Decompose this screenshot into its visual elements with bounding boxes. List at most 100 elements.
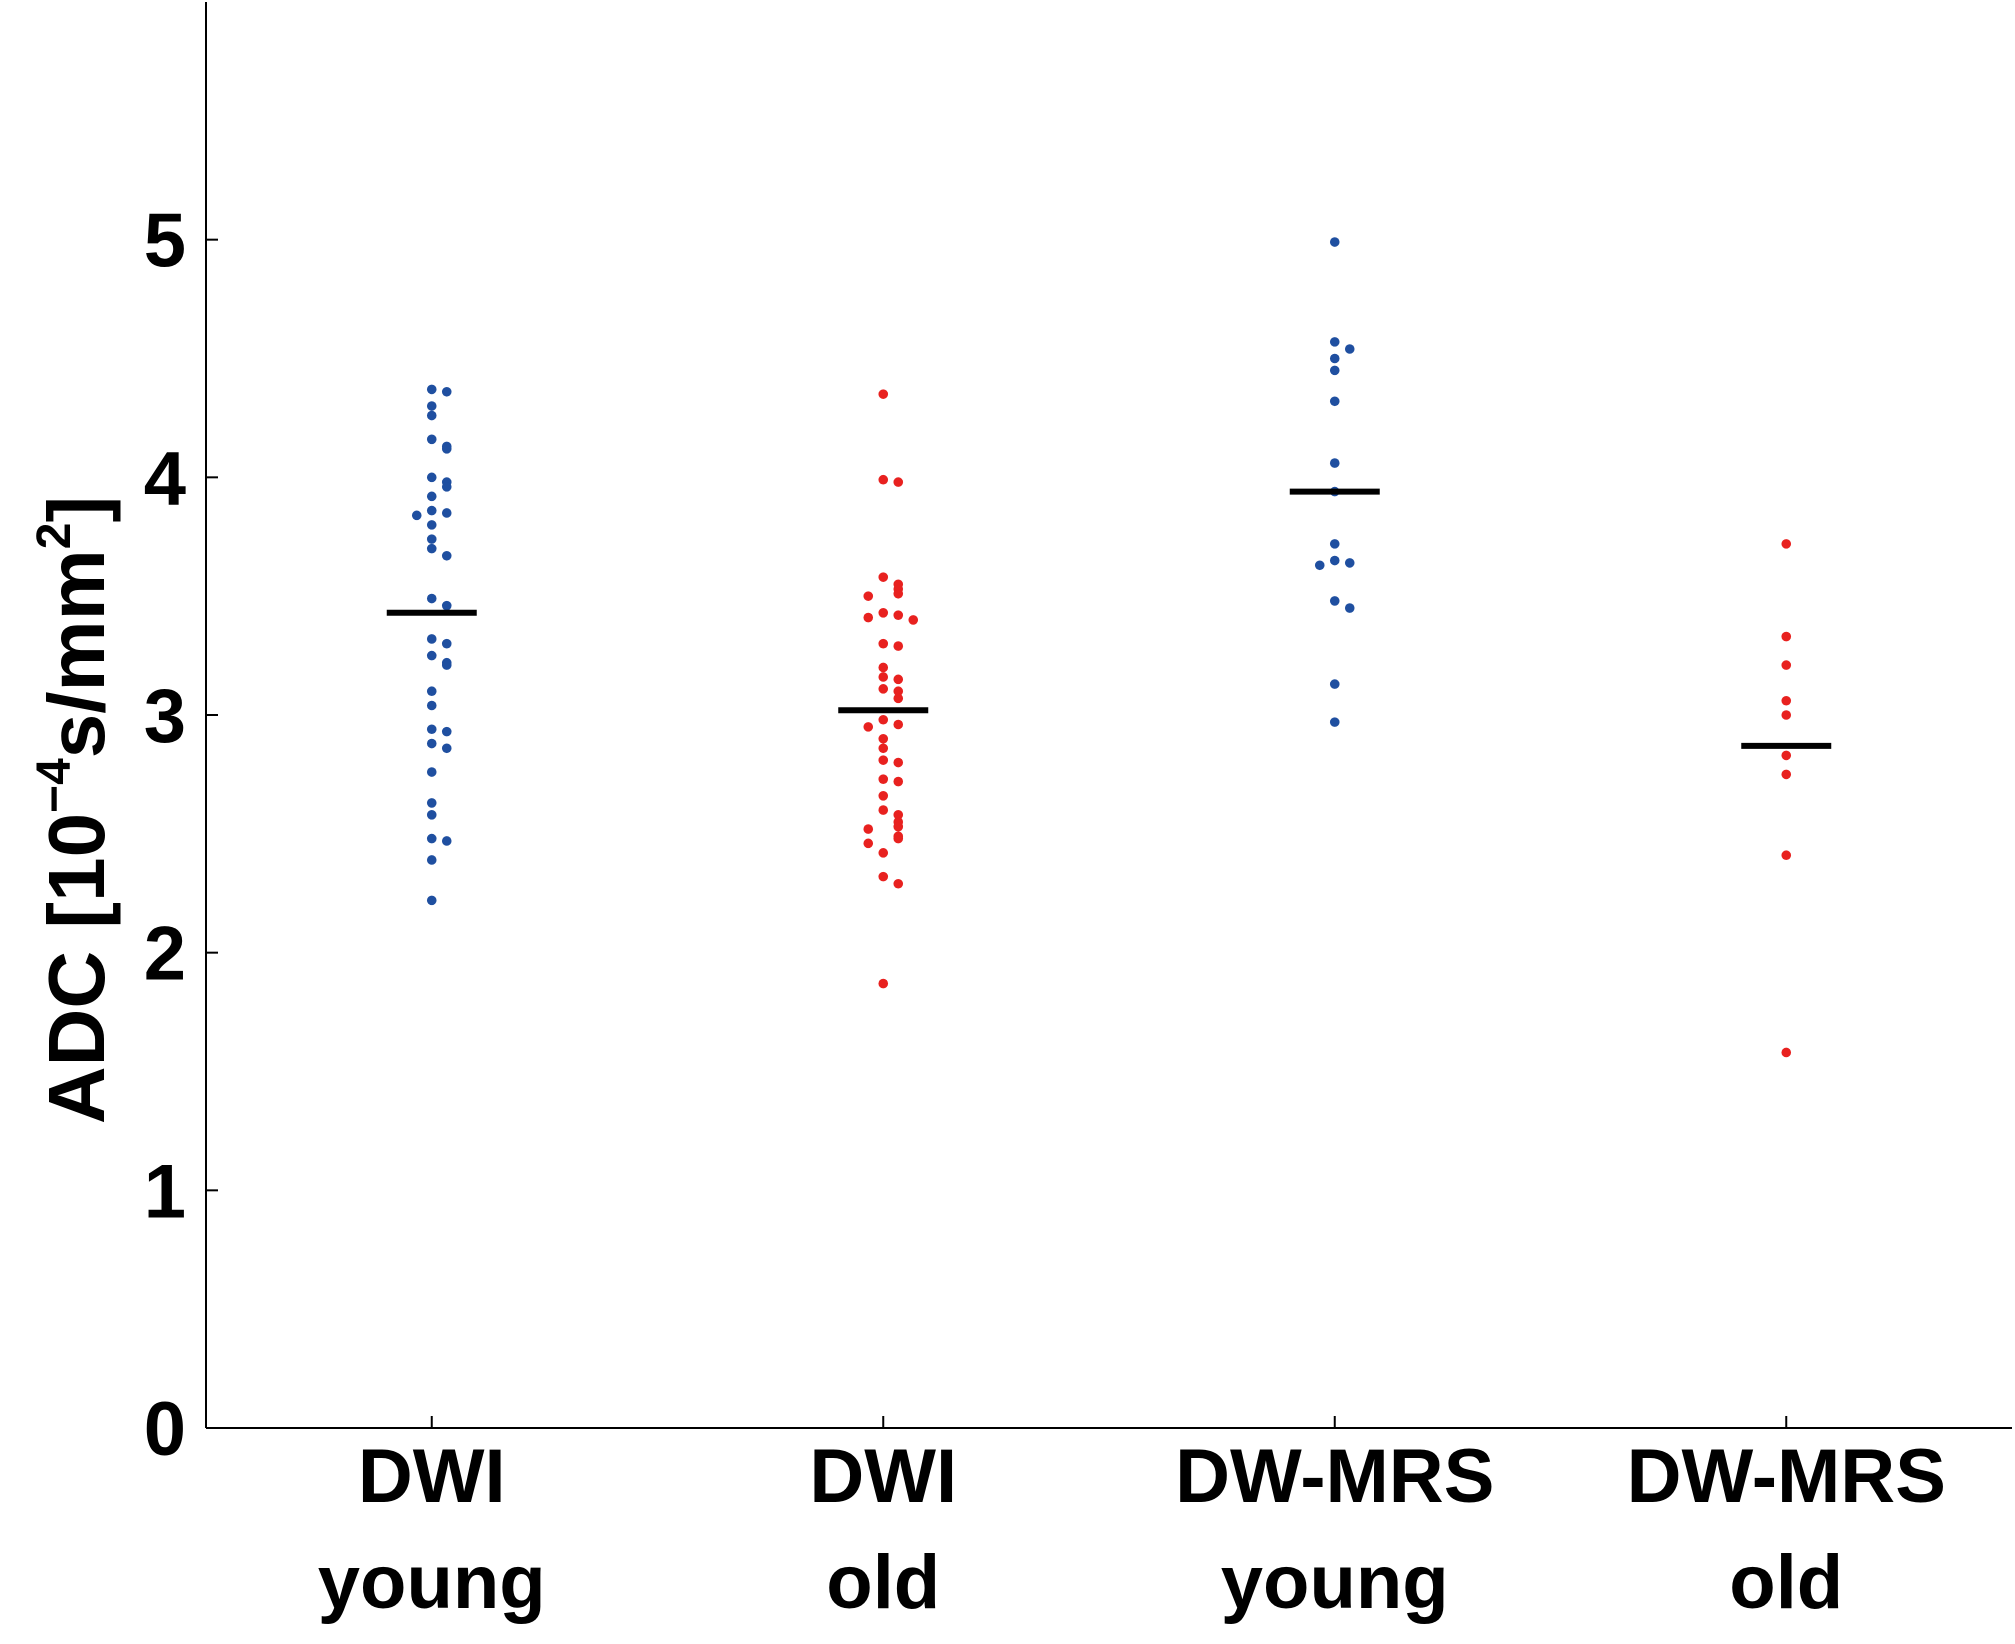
data-point — [1781, 850, 1792, 861]
y-ticks: 0 1 2 3 4 5 — [144, 199, 218, 1472]
data-point — [1329, 396, 1340, 407]
data-point — [426, 833, 437, 844]
data-point — [426, 686, 437, 697]
data-point — [1781, 1047, 1792, 1058]
data-point — [426, 767, 437, 777]
x-category-label-line2: young — [1221, 1540, 1449, 1625]
data-point — [893, 674, 904, 685]
data-point — [878, 774, 889, 784]
data-point — [441, 550, 452, 561]
y-tick-label: 0 — [144, 1387, 186, 1472]
data-point — [1329, 679, 1340, 689]
data-point — [441, 726, 452, 737]
data-point — [1781, 631, 1792, 642]
data-point — [426, 472, 437, 483]
data-point — [878, 755, 889, 765]
data-point — [411, 510, 422, 521]
data-point — [426, 543, 437, 554]
data-point — [1329, 717, 1340, 727]
data-point — [1781, 695, 1792, 706]
data-point — [1329, 596, 1340, 606]
data-point — [1781, 539, 1792, 549]
data-point — [441, 638, 452, 649]
data-point — [441, 482, 452, 492]
data-point — [1781, 660, 1792, 670]
data-point — [893, 810, 904, 820]
data-point — [878, 714, 889, 725]
data-point — [908, 615, 919, 625]
data-point — [893, 588, 904, 599]
data-point — [1329, 353, 1340, 364]
data-point — [1329, 337, 1340, 347]
x-category-label-line1: DWI — [809, 1434, 957, 1519]
data-point — [878, 638, 889, 649]
data-point — [893, 757, 904, 768]
data-point — [863, 722, 874, 732]
data-point — [893, 821, 904, 832]
data-point — [1329, 237, 1340, 247]
x-category-label-line2: old — [826, 1540, 940, 1625]
data-point — [426, 434, 437, 445]
data-point — [863, 612, 874, 623]
data-point — [426, 384, 437, 395]
data-point — [878, 805, 889, 815]
mean-lines — [386, 488, 1832, 749]
y-axis-label: ADC [10−4s/mm2] — [28, 496, 121, 1124]
data-point — [893, 477, 904, 487]
data-point — [878, 474, 889, 485]
data-point — [426, 724, 437, 735]
data-point — [1781, 769, 1792, 780]
data-point — [893, 693, 904, 704]
data-point — [441, 508, 452, 518]
y-axis-label-exponent: −4 — [28, 758, 81, 813]
data-point — [893, 610, 904, 620]
data-point — [426, 700, 437, 711]
data-point — [878, 389, 889, 399]
data-point — [863, 591, 874, 601]
data-point — [878, 684, 889, 694]
data-point — [1329, 458, 1340, 468]
y-tick-label: 3 — [144, 674, 186, 759]
data-point — [878, 572, 889, 582]
data-point — [426, 593, 437, 604]
data-point — [426, 810, 437, 820]
data-point — [426, 410, 437, 421]
y-tick-label: 5 — [144, 199, 186, 284]
y-tick-label: 4 — [144, 436, 186, 521]
data-point — [878, 743, 889, 754]
data-point — [863, 838, 874, 849]
data-point — [878, 608, 889, 618]
data-point — [426, 650, 437, 661]
data-point — [426, 491, 437, 502]
data-point — [426, 855, 437, 865]
data-point — [878, 733, 889, 744]
data-point — [893, 776, 904, 787]
data-points — [411, 237, 1792, 1058]
x-category-label-line1: DW-MRS — [1627, 1434, 1946, 1519]
data-point — [893, 878, 904, 889]
data-point — [878, 672, 889, 682]
data-point — [893, 641, 904, 651]
data-point — [426, 534, 437, 544]
data-point — [878, 848, 889, 858]
data-point — [863, 824, 874, 834]
data-point — [426, 895, 437, 906]
data-point — [1781, 750, 1792, 761]
data-point — [426, 798, 437, 808]
data-point — [426, 634, 437, 644]
data-point — [1344, 558, 1355, 568]
data-point — [878, 662, 889, 673]
y-tick-label: 2 — [144, 912, 186, 997]
data-point — [441, 743, 452, 754]
data-point — [441, 600, 452, 611]
data-point — [1329, 365, 1340, 376]
data-point — [426, 505, 437, 516]
data-point — [893, 686, 904, 697]
x-category-labels: DWI young DWI old DW-MRS young DW-MRS old — [318, 1416, 1946, 1625]
x-category-label-line2: old — [1729, 1540, 1843, 1625]
y-axis-label-unit-exponent: 2 — [28, 523, 81, 550]
data-point — [441, 386, 452, 397]
y-axis-label-suffix: ] — [32, 496, 121, 523]
y-tick-label: 1 — [144, 1149, 186, 1234]
